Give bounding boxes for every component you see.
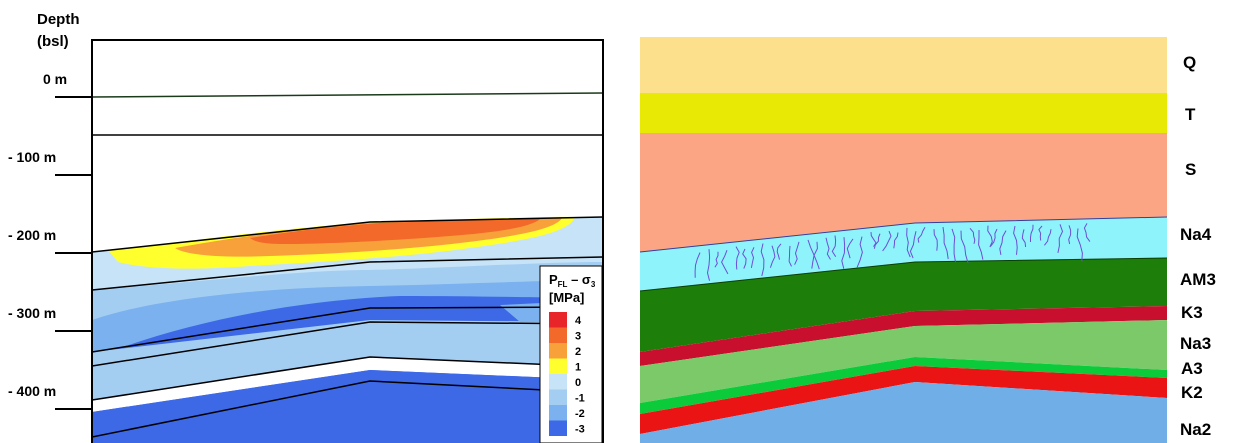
fracture-line <box>1076 228 1083 262</box>
layer-q <box>640 37 1167 95</box>
legend-value-label: -1 <box>575 393 585 405</box>
layer-label-am3: AM3 <box>1180 270 1216 289</box>
fracture-line <box>1044 229 1052 246</box>
layer-k2 <box>640 366 1167 434</box>
fracture-line <box>1057 224 1064 254</box>
stratigraphy-section <box>639 37 1168 443</box>
layer-label-na4: Na4 <box>1180 225 1212 244</box>
fracture-line <box>917 227 926 243</box>
fracture-line <box>1021 229 1027 248</box>
fracture-line <box>942 227 949 260</box>
fracture-line <box>951 228 956 263</box>
layer-label-s: S <box>1185 160 1196 179</box>
legend-swatch <box>549 343 567 359</box>
legend-value-label: 3 <box>575 331 581 343</box>
legend-value-label: 0 <box>575 377 581 389</box>
fracture-line <box>909 231 917 259</box>
layer-t <box>640 93 1167 135</box>
depth-label-400: - 400 m <box>8 383 56 399</box>
layer-label-k2: K2 <box>1181 383 1203 402</box>
fracture-line <box>776 243 782 260</box>
fracture-line <box>906 227 911 258</box>
depth-axis-title: Depth <box>37 11 80 28</box>
legend-swatch <box>549 374 567 390</box>
fracture-line <box>960 230 969 264</box>
fracture-line <box>769 245 776 268</box>
fracture-line <box>969 227 976 244</box>
legend-title: PFL – σ3 <box>549 272 596 289</box>
legend-title-subscript-fl: FL <box>558 280 568 289</box>
left-panel: Depth (bsl) <box>8 11 604 443</box>
fracture-line <box>1068 225 1072 245</box>
legend-value-label: 4 <box>575 315 582 327</box>
legend-unit: [MPa] <box>549 290 584 305</box>
legend-value-label: 1 <box>575 362 581 374</box>
legend-swatch <box>549 389 567 405</box>
depth-label-0: 0 m <box>43 71 67 87</box>
fracture-line <box>882 230 892 252</box>
layer-na2 <box>640 382 1167 443</box>
fracture-line <box>811 241 818 269</box>
fracture-line <box>721 250 729 275</box>
fracture-line <box>846 238 854 259</box>
fracture-line <box>999 230 1007 255</box>
fracture-line <box>873 233 881 249</box>
depth-label-100: - 100 m <box>8 149 56 165</box>
legend-value-label: -2 <box>575 408 585 420</box>
layer-label-t: T <box>1185 105 1196 124</box>
legend-value-label: -3 <box>575 424 585 436</box>
fracture-line <box>987 225 993 248</box>
layer-a3 <box>640 357 1167 414</box>
fracture-line <box>1030 224 1034 242</box>
fracture-line <box>841 237 846 269</box>
fracture-line <box>788 245 792 267</box>
layer-na3 <box>640 320 1167 403</box>
depth-label-200: - 200 m <box>8 227 56 243</box>
layer-label-a3: A3 <box>1181 359 1203 378</box>
fracture-line <box>794 241 800 265</box>
fracture-line <box>831 235 837 257</box>
fracture-line <box>1038 225 1043 241</box>
legend-swatch <box>549 312 567 328</box>
layer-label-na3: Na3 <box>1180 334 1211 353</box>
legend-swatch <box>549 358 567 374</box>
layer-label-k3: K3 <box>1181 303 1203 322</box>
legend-title-subscript-3: 3 <box>591 280 596 289</box>
stress-section <box>92 40 603 443</box>
fracture-line <box>714 251 719 268</box>
fracture-line <box>807 239 820 270</box>
fracture-line <box>760 243 765 277</box>
layer-label-q: Q <box>1183 53 1196 72</box>
legend-value-label: 2 <box>575 346 581 358</box>
stress-legend: PFL – σ3 [MPa] 4 3 2 1 0 -1 -2 -3 <box>539 265 603 443</box>
fracture-line <box>856 236 863 269</box>
fracture-line <box>990 228 998 247</box>
fracture-line <box>1083 223 1091 242</box>
fracture-line <box>1013 225 1018 255</box>
layer-am3 <box>640 258 1167 352</box>
fracture-line <box>706 249 711 281</box>
fracture-line <box>893 232 899 249</box>
fracture-line <box>978 230 984 260</box>
layer-k3 <box>640 306 1167 366</box>
fracture-line <box>750 247 755 268</box>
fracture-line <box>694 252 701 278</box>
depth-ticks <box>55 96 92 410</box>
right-panel: Q T S Na4 AM3 K3 Na3 A3 K2 Na2 <box>639 37 1216 443</box>
layer-label-na2: Na2 <box>1180 420 1211 439</box>
legend-swatch <box>549 405 567 421</box>
fracture-line <box>825 237 831 260</box>
legend-swatch <box>549 327 567 343</box>
fracture-line <box>742 248 747 269</box>
depth-label-300: - 300 m <box>8 305 56 321</box>
fracture-line <box>870 232 877 247</box>
fracture-line <box>735 246 740 270</box>
layer-s <box>640 133 1167 252</box>
depth-axis-title-unit: (bsl) <box>37 33 69 50</box>
layer-na4 <box>640 217 1167 291</box>
legend-swatch <box>549 420 567 436</box>
fracture-line <box>933 229 938 251</box>
fracture-network <box>694 223 1091 281</box>
